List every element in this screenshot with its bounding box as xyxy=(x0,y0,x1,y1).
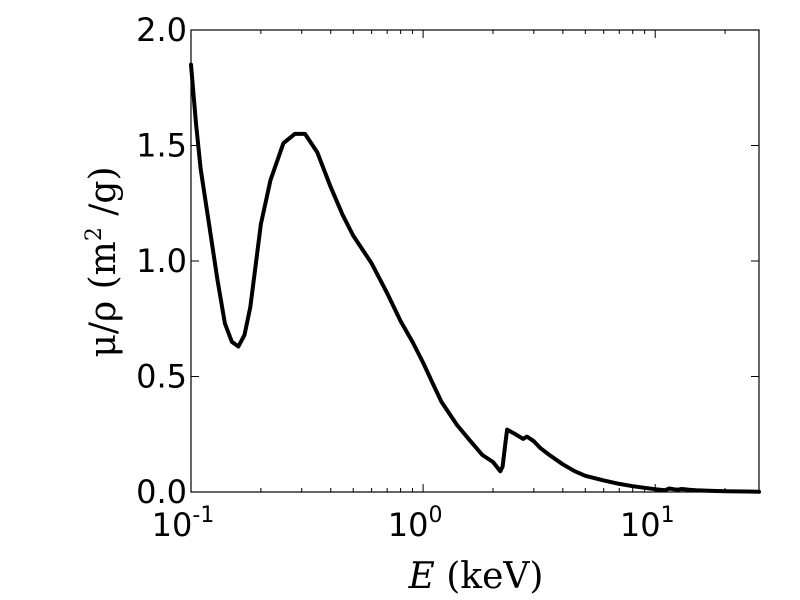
series-group xyxy=(189,62,761,494)
x-tick-label-base-0: 10 xyxy=(152,506,193,544)
y-tick-label-1: 0.5 xyxy=(136,358,187,396)
x-tick-label-exp-0: -1 xyxy=(192,503,214,528)
x-tick-label-exp-1: 0 xyxy=(428,503,442,528)
y-tick-label-4: 2.0 xyxy=(136,11,187,49)
series-line-0 xyxy=(189,62,761,494)
y-tick-label-0: 0.0 xyxy=(136,473,187,511)
plot-frame xyxy=(190,29,760,493)
x-tick-label-exp-2: 1 xyxy=(661,503,675,528)
x-axis: 10-1 100 101 xyxy=(152,30,726,544)
x-tick-label-1: 100 xyxy=(388,503,443,544)
x-tick-label-2: 101 xyxy=(620,503,675,544)
x-axis-label-unit: (keV) xyxy=(446,556,543,597)
y-axis-label-prefix: μ/ρ (m xyxy=(83,241,124,357)
y-axis-label: μ/ρ (m2 /g) xyxy=(82,167,124,358)
y-tick-label-2: 1.0 xyxy=(136,242,187,280)
x-tick-label-base-1: 10 xyxy=(388,506,429,544)
y-tick-label-3: 1.5 xyxy=(136,127,187,165)
y-axis-label-superscript: 2 xyxy=(82,227,107,241)
y-axis-label-suffix: /g) xyxy=(83,167,124,228)
x-tick-label-base-2: 10 xyxy=(620,506,661,544)
y-axis: 0.0 0.5 1.0 1.5 2.0 xyxy=(136,11,759,511)
x-tick-label-0: 10-1 xyxy=(152,503,215,544)
x-axis-label: E (keV) xyxy=(408,556,544,597)
x-axis-label-variable: E xyxy=(408,556,435,597)
